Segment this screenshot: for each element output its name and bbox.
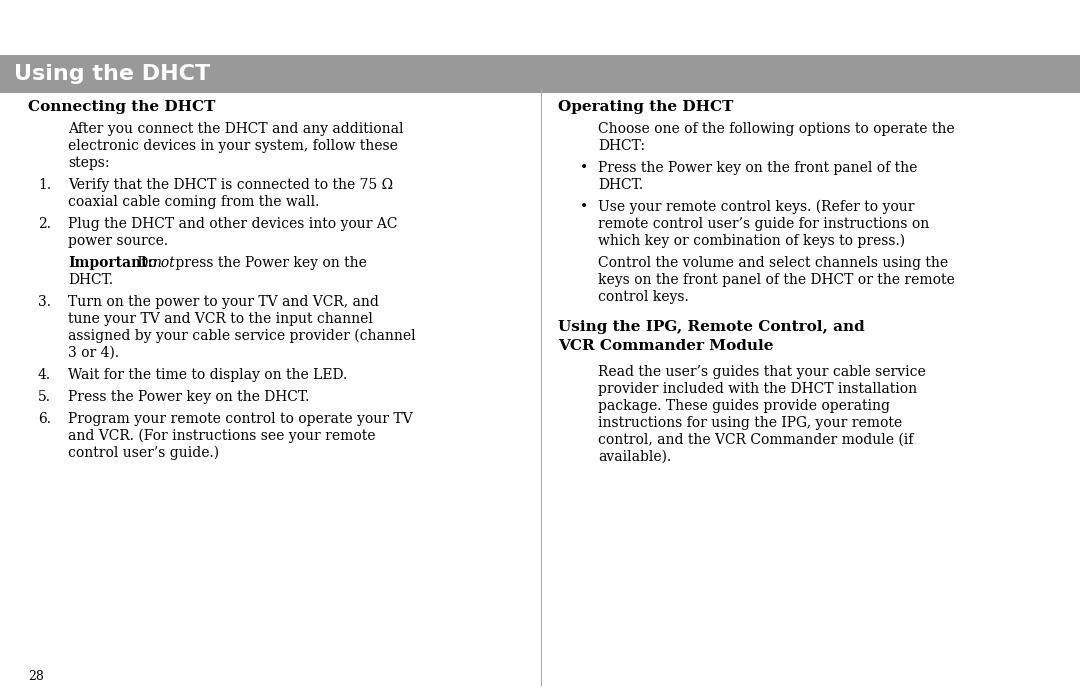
Text: 28: 28	[28, 670, 44, 683]
Text: instructions for using the IPG, your remote: instructions for using the IPG, your rem…	[598, 416, 902, 430]
Text: control keys.: control keys.	[598, 290, 689, 304]
Text: Press the Power key on the DHCT.: Press the Power key on the DHCT.	[68, 390, 309, 404]
Text: After you connect the DHCT and any additional: After you connect the DHCT and any addit…	[68, 122, 404, 136]
Text: press the Power key on the: press the Power key on the	[171, 256, 367, 270]
Text: Do: Do	[133, 256, 161, 270]
Text: control user’s guide.): control user’s guide.)	[68, 446, 219, 461]
Text: Verify that the DHCT is connected to the 75 Ω: Verify that the DHCT is connected to the…	[68, 178, 393, 192]
Text: remote control user’s guide for instructions on: remote control user’s guide for instruct…	[598, 217, 929, 231]
Text: •: •	[580, 161, 589, 175]
Text: 6.: 6.	[38, 412, 51, 426]
Text: VCR Commander Module: VCR Commander Module	[558, 339, 773, 353]
Text: assigned by your cable service provider (channel: assigned by your cable service provider …	[68, 329, 416, 343]
Text: Wait for the time to display on the LED.: Wait for the time to display on the LED.	[68, 368, 348, 382]
Text: Use your remote control keys. (Refer to your: Use your remote control keys. (Refer to …	[598, 200, 915, 214]
Text: package. These guides provide operating: package. These guides provide operating	[598, 399, 890, 413]
Text: power source.: power source.	[68, 234, 168, 248]
Text: DHCT.: DHCT.	[68, 273, 113, 287]
Text: tune your TV and VCR to the input channel: tune your TV and VCR to the input channe…	[68, 312, 373, 326]
Text: Program your remote control to operate your TV: Program your remote control to operate y…	[68, 412, 413, 426]
Text: and VCR. (For instructions see your remote: and VCR. (For instructions see your remo…	[68, 429, 376, 443]
Text: Using the IPG, Remote Control, and: Using the IPG, Remote Control, and	[558, 320, 865, 334]
Text: Important:: Important:	[68, 256, 152, 270]
Text: •: •	[580, 200, 589, 214]
Text: available).: available).	[598, 450, 672, 464]
Text: 2.: 2.	[38, 217, 51, 231]
Text: Control the volume and select channels using the: Control the volume and select channels u…	[598, 256, 948, 270]
Text: electronic devices in your system, follow these: electronic devices in your system, follo…	[68, 139, 397, 153]
Text: Using the DHCT: Using the DHCT	[14, 64, 211, 84]
Text: Plug the DHCT and other devices into your AC: Plug the DHCT and other devices into you…	[68, 217, 397, 231]
Text: keys on the front panel of the DHCT or the remote: keys on the front panel of the DHCT or t…	[598, 273, 955, 287]
Text: Press the Power key on the front panel of the: Press the Power key on the front panel o…	[598, 161, 917, 175]
Text: 3.: 3.	[38, 295, 51, 309]
Text: 5.: 5.	[38, 390, 51, 404]
Text: Read the user’s guides that your cable service: Read the user’s guides that your cable s…	[598, 365, 926, 379]
Text: Turn on the power to your TV and VCR, and: Turn on the power to your TV and VCR, an…	[68, 295, 379, 309]
Text: which key or combination of keys to press.): which key or combination of keys to pres…	[598, 234, 905, 248]
Text: 4.: 4.	[38, 368, 51, 382]
Bar	[0, 55, 1080, 93]
Text: DHCT:: DHCT:	[598, 139, 645, 153]
Text: Choose one of the following options to operate the: Choose one of the following options to o…	[598, 122, 955, 136]
Text: DHCT.: DHCT.	[598, 178, 643, 192]
Text: Connecting the DHCT: Connecting the DHCT	[28, 100, 215, 114]
Text: provider included with the DHCT installation: provider included with the DHCT installa…	[598, 382, 917, 396]
Text: Operating the DHCT: Operating the DHCT	[558, 100, 733, 114]
Text: steps:: steps:	[68, 156, 109, 170]
Text: 1.: 1.	[38, 178, 51, 192]
Text: 3 or 4).: 3 or 4).	[68, 346, 119, 360]
Text: coaxial cable coming from the wall.: coaxial cable coming from the wall.	[68, 195, 320, 209]
Text: control, and the VCR Commander module (if: control, and the VCR Commander module (i…	[598, 433, 914, 447]
Text: not: not	[152, 256, 175, 270]
